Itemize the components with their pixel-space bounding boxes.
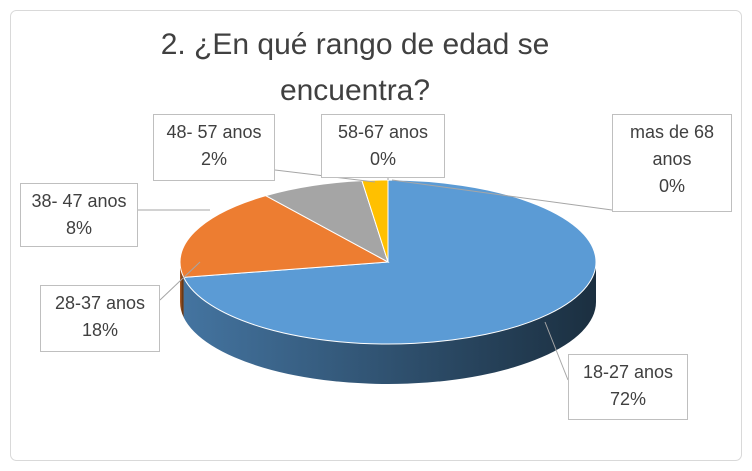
data-label: mas de 68 anos 0% [612, 114, 732, 212]
value-label: 0% [369, 149, 396, 169]
data-label: 28-37 anos 18% [40, 285, 160, 352]
category-label: mas de 68 anos [629, 122, 715, 169]
value-label: 2% [200, 149, 227, 169]
value-label: 72% [609, 389, 647, 409]
pie-slice [182, 179, 597, 345]
leader-line [159, 261, 201, 301]
pie-slice [264, 180, 389, 264]
category-label: 48- 57 anos [166, 122, 262, 142]
data-label: 18-27 anos 72% [568, 354, 688, 420]
data-label: 58-67 anos 0% [321, 114, 445, 178]
value-label: 18% [81, 320, 119, 340]
pie-slice [179, 195, 390, 278]
leader-line [544, 321, 569, 381]
category-label: 38- 47 anos [31, 191, 127, 211]
category-label: 18-27 anos [582, 362, 674, 382]
chart-title: 2. ¿En qué rango de edad se encuentra? [160, 28, 550, 107]
data-label: 38- 47 anos 8% [20, 183, 138, 247]
category-label: 58-67 anos [337, 122, 429, 142]
leader-line [391, 179, 613, 211]
slice-side [183, 262, 596, 385]
data-label: 48- 57 anos 2% [153, 114, 275, 181]
value-label: 8% [65, 218, 92, 238]
value-label: 0% [658, 176, 685, 196]
category-label: 28-37 anos [54, 293, 146, 313]
